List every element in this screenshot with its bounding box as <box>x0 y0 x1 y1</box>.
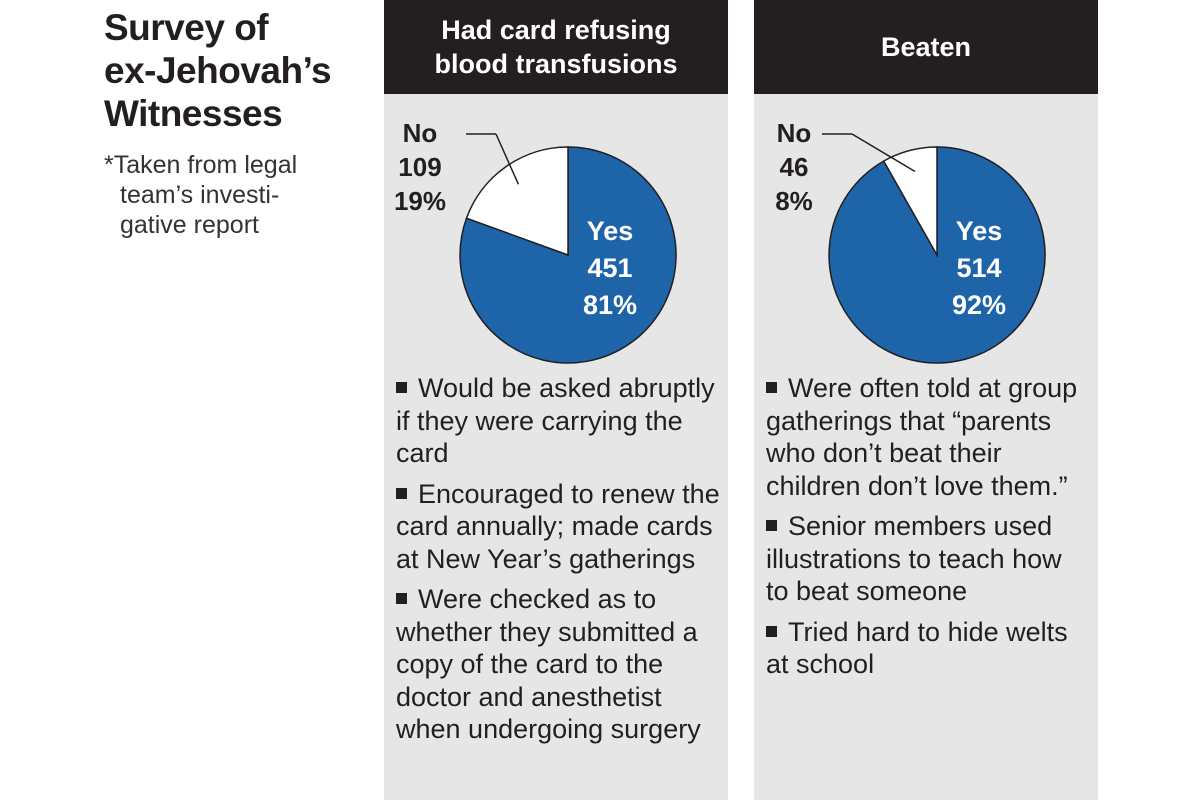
pie-slice-no <box>465 146 569 257</box>
no-percent: 8% <box>775 186 813 216</box>
note-item: Were checked as to whether they submitte… <box>396 583 720 746</box>
title-line: Survey of <box>104 7 269 48</box>
note-item: Were often told at group gatherings that… <box>766 372 1090 502</box>
no-label: No <box>403 118 438 148</box>
note-line: gative report <box>120 211 259 239</box>
panel-title-line: Had card refusing <box>441 15 671 45</box>
notes-list: Would be asked abruptly if they were car… <box>396 372 720 754</box>
page-title: Survey of ex-Jehovah’s Witnesses <box>104 6 384 135</box>
note-item: Senior members used illustrations to tea… <box>766 510 1090 608</box>
yes-percent: 92% <box>952 290 1006 320</box>
title-line: Witnesses <box>104 93 283 134</box>
note-item: Encouraged to renew the card annually; m… <box>396 478 720 574</box>
source-note: *Taken from legal team’s investi- gative… <box>104 150 364 240</box>
yes-percent: 81% <box>583 290 637 320</box>
yes-label: Yes <box>587 216 634 246</box>
pie-slice-no <box>882 146 938 258</box>
no-leader-line-tail <box>851 133 916 173</box>
title-line: ex-Jehovah’s <box>104 50 332 91</box>
pie-chart-blood-card: Yes 451 81% No 109 19% <box>394 118 677 364</box>
panel-title-line: Beaten <box>880 32 972 62</box>
note-line: team’s investi- <box>120 181 280 209</box>
no-label: No <box>777 118 812 148</box>
panel-title-line: blood transfusions <box>434 49 678 79</box>
no-count: 46 <box>780 152 809 182</box>
pie-chart-beaten: Yes 514 92% No 46 8% <box>775 118 1046 364</box>
notes-list: Were often told at group gatherings that… <box>766 372 1090 689</box>
no-count: 109 <box>398 152 441 182</box>
note-item: Would be asked abruptly if they were car… <box>396 372 720 470</box>
yes-count: 451 <box>587 253 632 283</box>
panel-title: Beaten <box>754 0 1098 94</box>
panel-blood-card: Had card refusing blood transfusions Yes… <box>384 0 728 800</box>
yes-count: 514 <box>956 253 1001 283</box>
panel-beaten: Beaten Yes 514 92% No 46 8% Were often t… <box>754 0 1098 800</box>
panel-title: Had card refusing blood transfusions <box>384 0 728 94</box>
no-percent: 19% <box>394 186 446 216</box>
note-line: *Taken from legal <box>104 151 298 179</box>
note-item: Tried hard to hide welts at school <box>766 616 1090 681</box>
no-leader-line-tail <box>495 133 520 185</box>
yes-label: Yes <box>956 216 1003 246</box>
